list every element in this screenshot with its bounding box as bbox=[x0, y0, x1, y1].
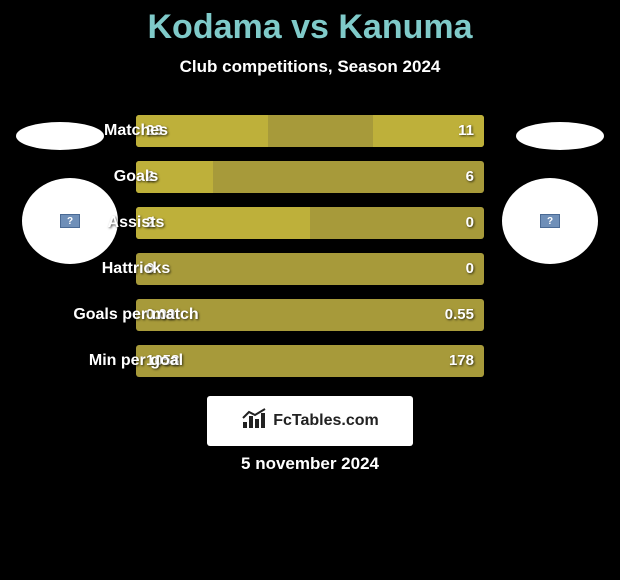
footer-badge: FcTables.com bbox=[207, 396, 413, 446]
chart-icon bbox=[241, 408, 267, 435]
stat-value-right: 178 bbox=[449, 345, 474, 377]
stat-value-right: 0 bbox=[466, 253, 474, 285]
stat-label: Min per goal bbox=[0, 345, 310, 377]
player-right-flat-ellipse bbox=[516, 122, 604, 150]
stat-label: Matches bbox=[0, 115, 310, 147]
player-right-avatar bbox=[502, 178, 598, 264]
stat-label: Goals per match bbox=[0, 299, 310, 331]
stat-label: Hattricks bbox=[0, 253, 310, 285]
stat-value-right: 0.55 bbox=[445, 299, 474, 331]
stat-label: Assists bbox=[0, 207, 310, 239]
stat-label: Goals bbox=[0, 161, 310, 193]
badge-text: FcTables.com bbox=[273, 412, 379, 430]
stat-row: 00Hattricks bbox=[136, 253, 484, 285]
stat-row: 1058178Min per goal bbox=[136, 345, 484, 377]
placeholder-icon bbox=[540, 214, 560, 228]
stat-row: 26Goals bbox=[136, 161, 484, 193]
date-label: 5 november 2024 bbox=[0, 454, 620, 474]
stat-value-right: 11 bbox=[458, 115, 474, 147]
stat-row: 20Assists bbox=[136, 207, 484, 239]
stat-row: 0.090.55Goals per match bbox=[136, 299, 484, 331]
page-title: Kodama vs Kanuma bbox=[0, 0, 620, 47]
stat-value-right: 0 bbox=[466, 207, 474, 239]
stat-value-right: 6 bbox=[466, 161, 474, 193]
stat-row: 2311Matches bbox=[136, 115, 484, 147]
page-subtitle: Club competitions, Season 2024 bbox=[0, 57, 620, 77]
stats-chart: 2311Matches 26Goals 20Assists 00Hattricks 0.… bbox=[136, 115, 484, 391]
